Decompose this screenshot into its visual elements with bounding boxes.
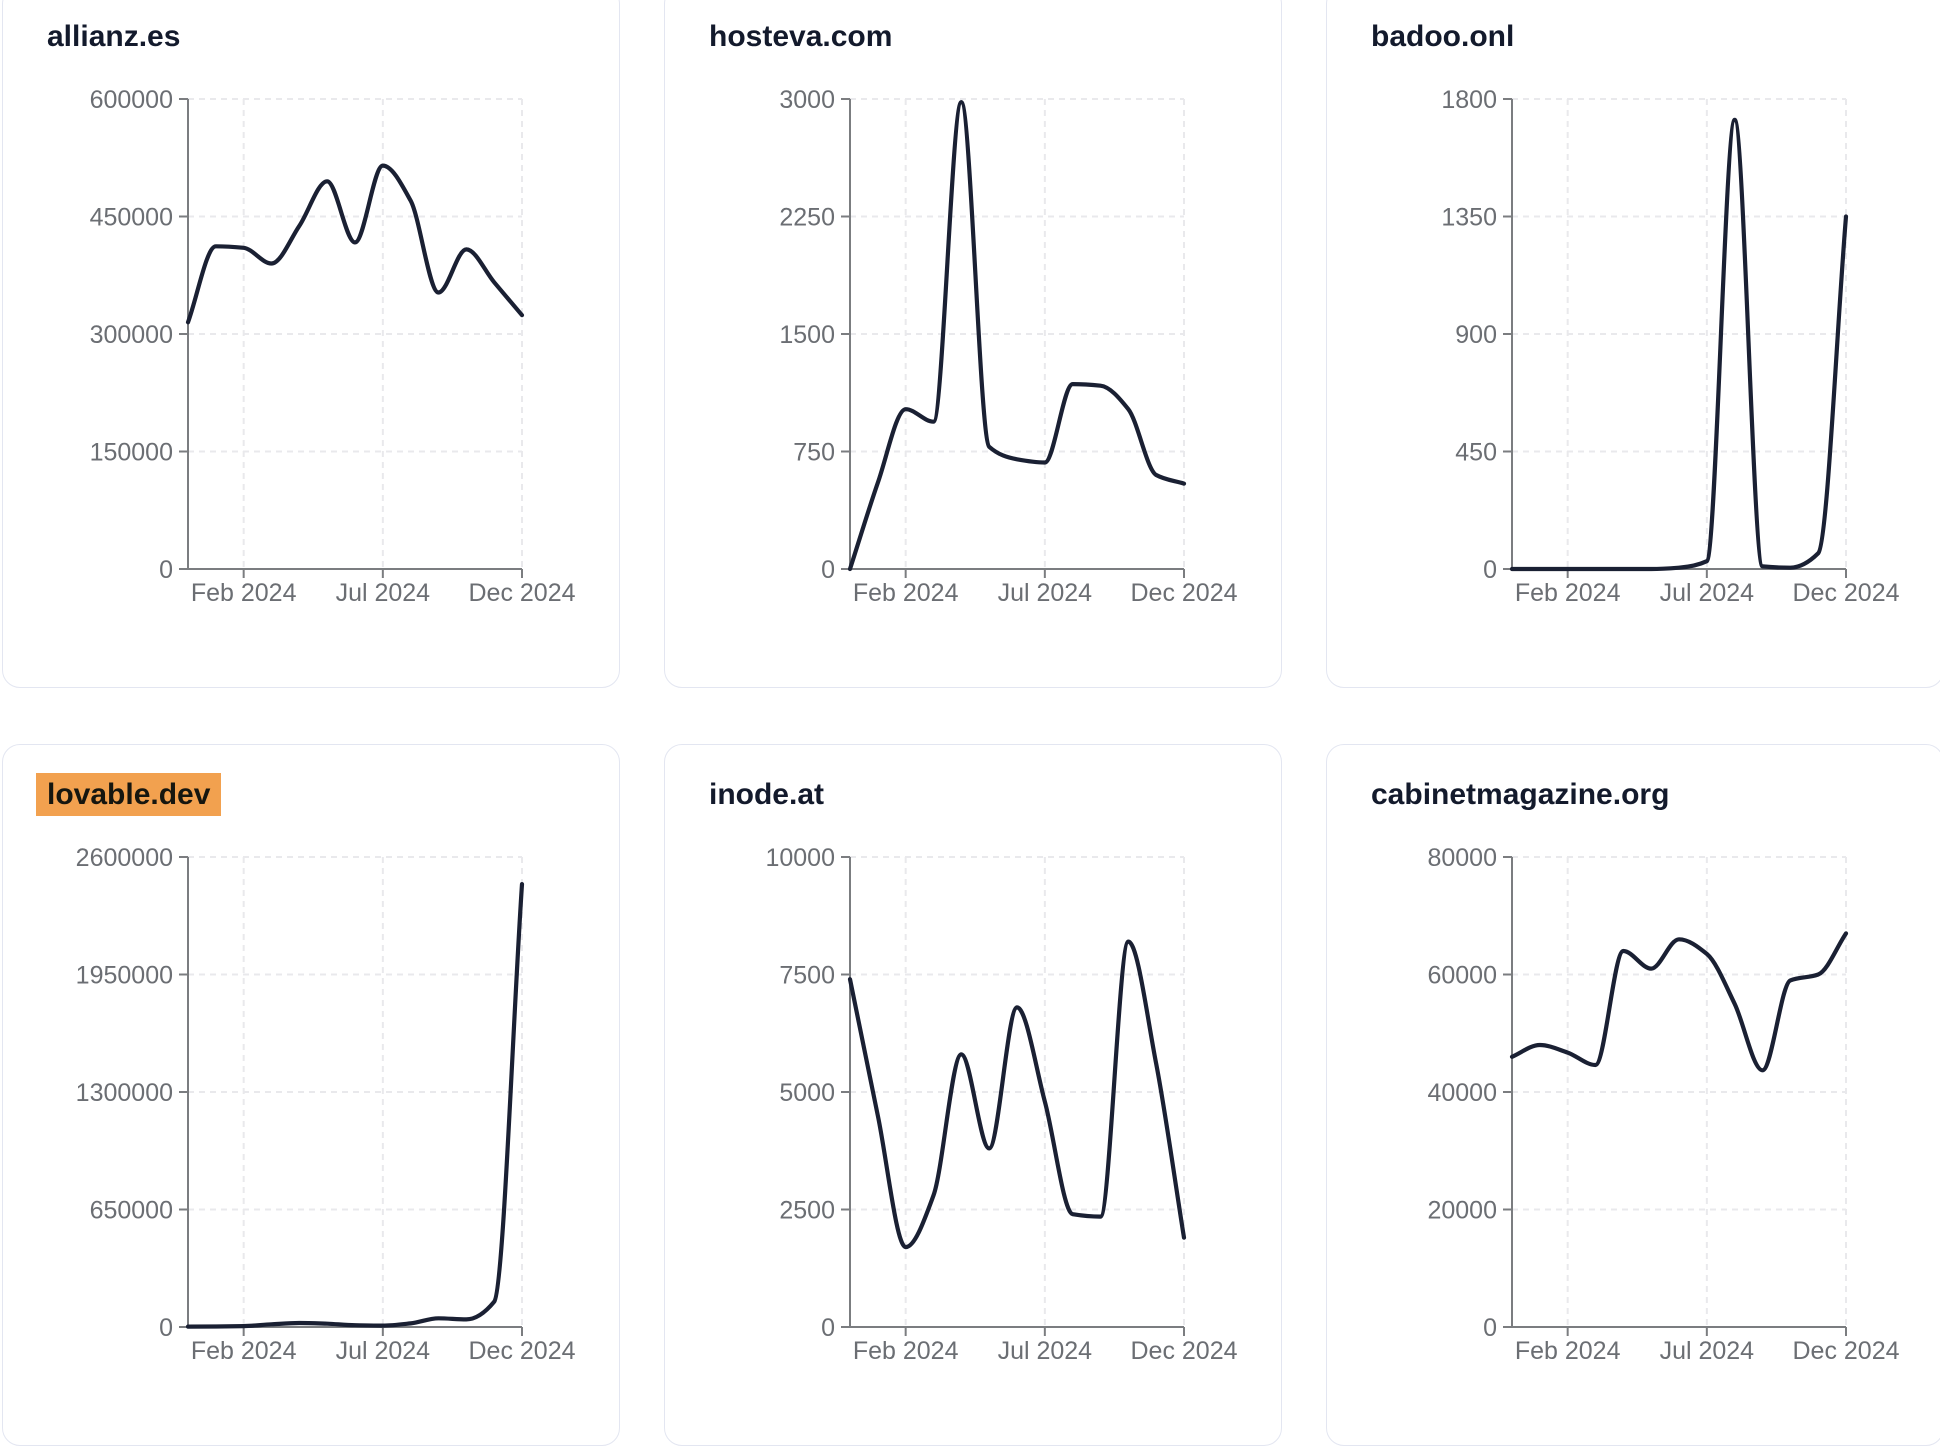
x-tick-label: Feb 2024 [1515, 579, 1621, 607]
x-tick-label: Feb 2024 [191, 1337, 297, 1365]
traffic-line-chart: Feb 2024 Jul 2024 Dec 2024 0 650000 1300000 19… [76, 844, 576, 1365]
y-tick-label: 1950000 [76, 962, 173, 990]
y-tick-label: 40000 [1427, 1079, 1497, 1107]
y-tick-label: 20000 [1427, 1197, 1497, 1225]
y-tick-label: 450 [1455, 439, 1497, 467]
domain-title: lovable.dev [36, 773, 222, 816]
y-tick-label: 0 [821, 1314, 835, 1342]
domain-title: badoo.onl [1371, 17, 1514, 57]
x-tick-label: Jul 2024 [998, 1337, 1093, 1365]
domain-title: allianz.es [47, 17, 180, 57]
x-tick-label: Feb 2024 [191, 579, 297, 607]
y-tick-label: 1800 [1441, 86, 1497, 114]
x-tick-label: Jul 2024 [336, 579, 431, 607]
domain-title: hosteva.com [709, 17, 892, 57]
domain-card[interactable]: badoo.onl Feb 2024 Jul 2024 Dec 2024 0 450 90… [1326, 0, 1940, 688]
domain-title: inode.at [709, 775, 824, 815]
traffic-line-chart: Feb 2024 Jul 2024 Dec 2024 0 750 1500 2250 3000 [779, 86, 1237, 607]
x-tick-label: Dec 2024 [468, 579, 575, 607]
y-tick-label: 10000 [765, 844, 835, 872]
y-tick-label: 80000 [1427, 844, 1497, 872]
x-tick-label: Dec 2024 [1792, 579, 1899, 607]
y-tick-label: 150000 [90, 439, 173, 467]
x-tick-label: Feb 2024 [853, 1337, 959, 1365]
y-tick-label: 3000 [779, 86, 835, 114]
x-tick-label: Jul 2024 [336, 1337, 431, 1365]
y-tick-label: 0 [1483, 1314, 1497, 1342]
traffic-line-chart: Feb 2024 Jul 2024 Dec 2024 0 150000 300000 450… [90, 86, 576, 607]
y-tick-label: 0 [159, 1314, 173, 1342]
y-tick-label: 0 [1483, 556, 1497, 584]
domain-card[interactable]: hosteva.com Feb 2024 Jul 2024 Dec 2024 0 750… [664, 0, 1282, 688]
domain-title-text: badoo.onl [1371, 20, 1515, 53]
x-tick-label: Jul 2024 [998, 579, 1093, 607]
y-tick-label: 650000 [90, 1197, 173, 1225]
y-tick-label: 300000 [90, 321, 173, 349]
x-tick-label: Feb 2024 [853, 579, 959, 607]
y-tick-label: 450000 [90, 204, 173, 232]
x-tick-label: Jul 2024 [1660, 1337, 1755, 1365]
domain-title-text: lovable.dev [36, 773, 222, 816]
traffic-line-chart: Feb 2024 Jul 2024 Dec 2024 0 20000 40000 60000… [1427, 844, 1899, 1365]
y-tick-label: 2250 [779, 204, 835, 232]
y-tick-label: 1300000 [76, 1079, 173, 1107]
data-line [847, 100, 1187, 572]
y-tick-label: 2600000 [76, 844, 173, 872]
y-tick-label: 0 [159, 556, 173, 584]
y-tick-label: 5000 [779, 1079, 835, 1107]
domain-title-text: cabinetmagazine.org [1371, 778, 1670, 811]
x-tick-label: Feb 2024 [1515, 1337, 1621, 1365]
domain-card[interactable]: lovable.dev Feb 2024 Jul 2024 Dec 2024 0 650… [2, 744, 620, 1446]
traffic-line-chart: Feb 2024 Jul 2024 Dec 2024 0 450 900 1350 1800 [1441, 86, 1899, 607]
domain-title-text: allianz.es [47, 20, 181, 53]
x-tick-label: Dec 2024 [1792, 1337, 1899, 1365]
traffic-line-chart: Feb 2024 Jul 2024 Dec 2024 0 2500 5000 7500 100… [765, 844, 1237, 1365]
domain-card[interactable]: cabinetmagazine.org Feb 2024 Jul 2024 Dec … [1326, 744, 1940, 1446]
y-tick-label: 900 [1455, 321, 1497, 349]
y-tick-label: 750 [793, 439, 835, 467]
data-line [185, 163, 525, 325]
y-tick-label: 600000 [90, 86, 173, 114]
data-line [1509, 931, 1849, 1073]
x-tick-label: Dec 2024 [1130, 579, 1237, 607]
y-tick-label: 0 [821, 556, 835, 584]
x-tick-label: Jul 2024 [1660, 579, 1755, 607]
y-tick-label: 1500 [779, 321, 835, 349]
x-tick-label: Dec 2024 [1130, 1337, 1237, 1365]
data-line [185, 882, 525, 1329]
domain-card[interactable]: inode.at Feb 2024 Jul 2024 Dec 2024 0 2500 50… [664, 744, 1282, 1446]
y-tick-label: 60000 [1427, 962, 1497, 990]
y-tick-label: 7500 [779, 962, 835, 990]
data-line [847, 939, 1187, 1250]
y-tick-label: 2500 [779, 1197, 835, 1225]
domain-title: cabinetmagazine.org [1371, 775, 1669, 815]
x-tick-label: Dec 2024 [468, 1337, 575, 1365]
data-line [1509, 117, 1849, 572]
domain-title-text: inode.at [709, 778, 825, 811]
domain-title-text: hosteva.com [709, 20, 893, 53]
y-tick-label: 1350 [1441, 204, 1497, 232]
domain-card[interactable]: allianz.es Feb 2024 Jul 2024 Dec 2024 0 1500… [2, 0, 620, 688]
